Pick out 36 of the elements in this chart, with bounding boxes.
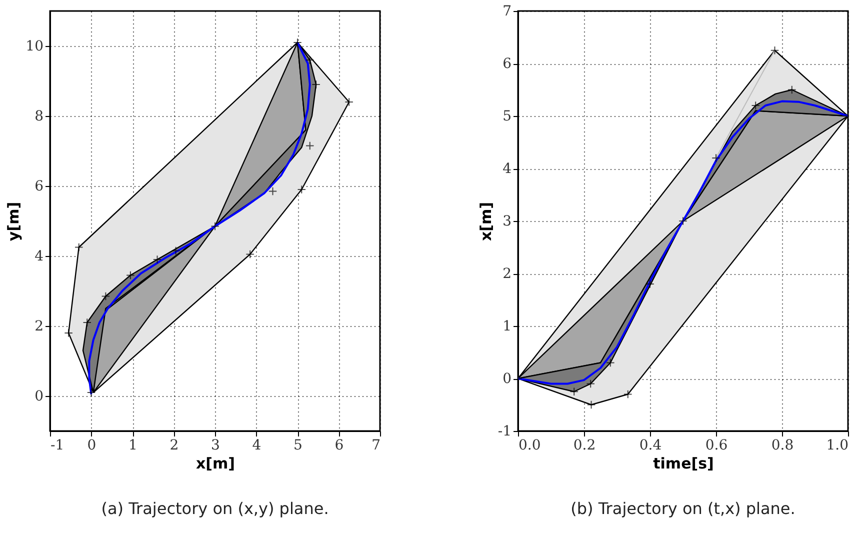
- y-axis-title: x[m]: [476, 202, 495, 242]
- y-axis-title: y[m]: [4, 202, 23, 242]
- y-tick-label: 2: [34, 318, 44, 334]
- x-tick-label: 7: [372, 438, 380, 454]
- x-tick-label: 4: [252, 438, 262, 454]
- text: (b) Trajectory on (t,x) plane.: [570, 499, 796, 518]
- x-tick-label: -1: [50, 438, 64, 454]
- x-axis-title: x[m]: [196, 454, 236, 472]
- x-tick-label: 0: [87, 438, 96, 454]
- x-tick-label: 2: [170, 438, 179, 454]
- x-tick-label: 3: [211, 438, 220, 454]
- x-tick-label: 0.4: [639, 438, 662, 454]
- y-tick-label: 0: [502, 371, 512, 387]
- y-tick-label: 3: [502, 214, 512, 230]
- y-tick-label: 5: [502, 108, 512, 124]
- x-axis-title: time[s]: [653, 454, 714, 472]
- y-tick-label: 2: [502, 266, 512, 282]
- y-tick-label: 10: [26, 38, 44, 54]
- x-tick-label: 1.0: [826, 438, 848, 454]
- y-tick-label: 6: [34, 178, 44, 194]
- y-tick-label: -1: [498, 424, 512, 440]
- y-tick-label: 8: [34, 108, 44, 124]
- text: (a) Trajectory on (x,y) plane.: [101, 499, 329, 518]
- x-tick-label: 6: [334, 438, 344, 454]
- y-tick-label: 6: [502, 56, 512, 72]
- y-tick-label: 1: [502, 318, 512, 334]
- x-tick-label: 0.0: [518, 438, 541, 454]
- y-tick-label: 7: [502, 4, 512, 20]
- y-tick-label: 4: [34, 248, 44, 264]
- x-tick-label: 0.2: [573, 438, 596, 454]
- x-tick-label: 1: [128, 438, 138, 454]
- y-tick-label: 4: [502, 161, 512, 177]
- y-tick-label: 0: [34, 388, 44, 404]
- x-tick-label: 0.8: [771, 438, 794, 454]
- x-tick-label: 0.6: [705, 438, 728, 454]
- x-tick-label: 5: [294, 438, 302, 454]
